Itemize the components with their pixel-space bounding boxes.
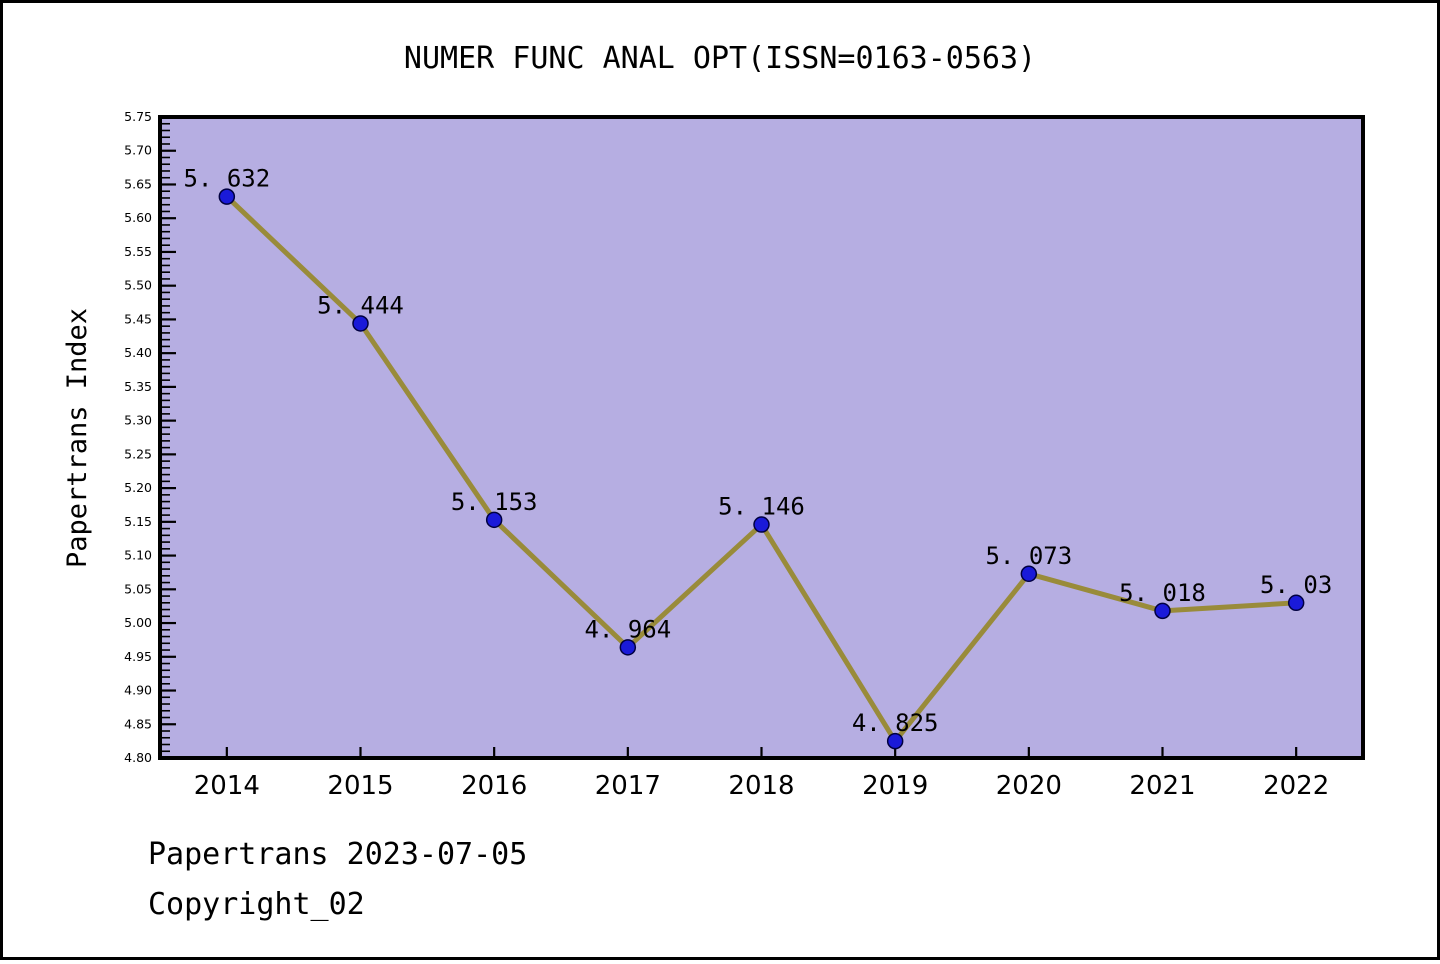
y-tick-label: 5.40 — [124, 345, 152, 360]
x-tick-label: 2017 — [595, 771, 661, 801]
y-tick-label: 5.55 — [124, 244, 152, 259]
point-labels-layer: 5. 632 5. 444 5. 153 4. 964 5. 146 4. 825 5. 0… — [183, 165, 1332, 738]
data-point-label: 4. 825 — [852, 709, 939, 737]
y-tick-label: 5.30 — [124, 413, 152, 428]
data-point — [1154, 602, 1171, 620]
x-tick-label: 2014 — [194, 771, 260, 801]
data-point — [352, 315, 369, 332]
y-axis-label: Papertrans Index — [62, 308, 93, 568]
data-point-label: 4. 964 — [584, 615, 671, 643]
data-point — [753, 516, 770, 533]
data-point — [886, 732, 904, 750]
y-tick-label: 5.70 — [124, 143, 152, 158]
y-tick-label: 4.80 — [124, 750, 152, 765]
x-tick-label: 2016 — [461, 771, 527, 801]
y-tick-label: 5.45 — [124, 311, 152, 326]
y-tick-label: 5.75 — [124, 109, 152, 124]
data-point — [1020, 565, 1038, 583]
data-point-label: 5. 632 — [183, 165, 270, 193]
footer-date: Papertrans 2023-07-05 — [148, 837, 527, 872]
data-point-label: 5. 073 — [985, 542, 1072, 570]
y-tick-label: 5.20 — [124, 480, 152, 495]
y-tick-label: 4.90 — [124, 683, 152, 698]
y-tick-label: 5.60 — [124, 210, 152, 225]
y-tick-label: 5.10 — [124, 548, 152, 563]
y-tick-label: 5.15 — [124, 514, 152, 529]
y-tick-label: 5.25 — [124, 446, 152, 461]
y-tick-label: 5.05 — [124, 581, 152, 596]
data-point-label: 5. 153 — [451, 488, 538, 516]
y-tick-label: 5.65 — [124, 176, 152, 191]
x-tick-label: 2019 — [862, 771, 928, 801]
series-layer — [218, 188, 1305, 750]
x-tick-label: 2015 — [327, 771, 393, 801]
data-point-label: 5. 146 — [718, 493, 805, 521]
y-tick-label: 5.35 — [124, 379, 152, 394]
y-tick-label: 5.50 — [124, 278, 152, 293]
data-point — [218, 188, 236, 205]
chart-title: NUMER FUNC ANAL OPT(ISSN=0163-0563) — [404, 41, 1036, 76]
y-tick-label: 4.95 — [124, 649, 152, 664]
data-point-label: 5. 444 — [317, 291, 404, 319]
footer-copyright: Copyright_02 — [148, 887, 365, 922]
data-point — [1287, 594, 1305, 612]
data-point-label: 5. 018 — [1119, 579, 1206, 607]
x-tick-label: 2018 — [728, 771, 794, 801]
x-tick-label: 2020 — [996, 771, 1062, 801]
data-point — [619, 639, 637, 656]
y-tick-label: 4.85 — [124, 716, 152, 731]
plot-area — [158, 115, 1365, 760]
y-tick-label: 5.00 — [124, 615, 152, 630]
x-tick-label: 2022 — [1263, 771, 1329, 801]
x-tick-label: 2021 — [1129, 771, 1195, 801]
axis-ticks: 4.80 4.85 4.90 4.95 5.00 5.05 5.10 5.15 5.20 5.25… — [124, 109, 1329, 801]
data-point-label: 5. 03 — [1260, 571, 1332, 599]
data-point — [485, 511, 503, 529]
